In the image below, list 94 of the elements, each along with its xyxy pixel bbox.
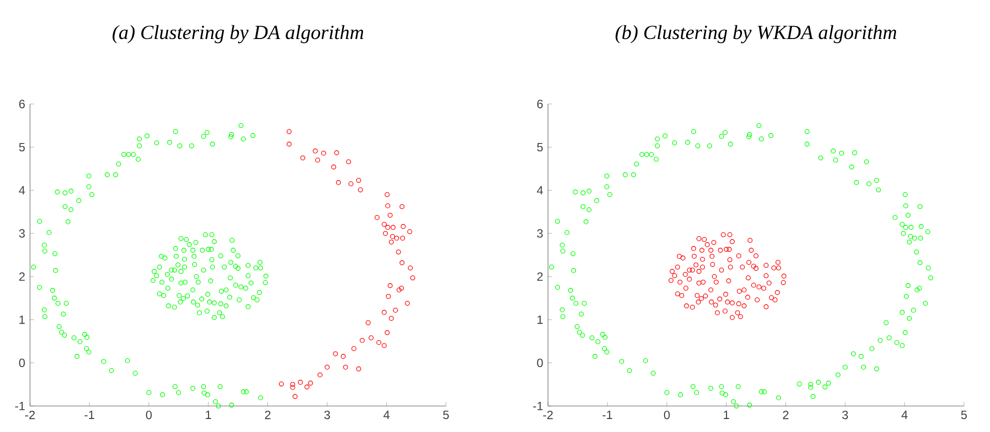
point: [290, 382, 296, 387]
x-tick-label: -1: [602, 410, 612, 419]
point: [343, 364, 348, 370]
point: [408, 265, 413, 270]
x-tick-label: 2: [264, 410, 270, 420]
x-tick-label: 0: [664, 410, 670, 420]
x-tick-label: -2: [543, 410, 553, 420]
point: [382, 310, 387, 315]
point: [292, 394, 298, 399]
point: [321, 150, 326, 156]
point: [312, 148, 318, 154]
point: [385, 203, 390, 208]
y-tick-label: 0: [537, 358, 543, 368]
point: [382, 222, 387, 227]
y-tick-label: 6: [19, 100, 25, 108]
point: [286, 142, 292, 147]
point: [384, 192, 390, 198]
point: [336, 180, 341, 185]
x-tick-label: 4: [384, 410, 390, 419]
y-tick-label: 0: [19, 358, 25, 368]
point: [388, 212, 393, 218]
point: [334, 150, 340, 156]
point: [400, 204, 404, 210]
y-tick-label: 4: [18, 186, 25, 194]
point: [404, 300, 410, 306]
point: [388, 240, 394, 245]
point: [400, 236, 406, 241]
point: [400, 224, 406, 229]
point: [332, 351, 338, 356]
point: [290, 384, 296, 390]
point: [346, 159, 352, 164]
y-tick-label: 1: [20, 316, 25, 324]
point: [376, 340, 382, 346]
x-tick-label: 1: [724, 410, 730, 419]
point: [396, 250, 401, 254]
point: [324, 364, 330, 370]
point: [340, 354, 346, 359]
y-tick-label: -1: [15, 402, 25, 410]
point: [410, 275, 416, 280]
x-tick-label: -1: [84, 410, 94, 419]
x-tick-label: 3: [842, 410, 848, 420]
y-tick-label: 1: [538, 316, 543, 324]
point: [358, 187, 363, 192]
point: [304, 384, 310, 390]
y-tick-label: 3: [537, 229, 543, 238]
point: [351, 346, 356, 352]
y-tick-label: 2: [537, 272, 543, 281]
point: [386, 294, 391, 299]
y-tick-label: 3: [19, 229, 25, 238]
point: [390, 224, 396, 230]
point: [315, 158, 320, 163]
point: [366, 320, 371, 326]
x-tick-label: 5: [961, 410, 967, 420]
point: [388, 283, 393, 288]
y-tick-label: 4: [536, 186, 543, 194]
point: [318, 372, 322, 378]
point: [298, 380, 303, 385]
point: [356, 366, 362, 372]
point: [286, 129, 292, 134]
point: [396, 287, 402, 292]
point: [382, 343, 387, 348]
x-tick-label: -2: [25, 410, 35, 420]
x-tick-label: 2: [782, 410, 788, 420]
x-tick-label: 3: [324, 410, 330, 420]
y-tick-label: 2: [19, 272, 25, 281]
point: [308, 380, 313, 386]
y-tick-label: 5: [19, 142, 25, 152]
point: [390, 234, 395, 239]
point: [407, 229, 412, 234]
point: [368, 335, 374, 340]
x-tick-label: 0: [146, 410, 152, 420]
y-tick-label: 5: [537, 142, 543, 152]
point: [384, 330, 390, 336]
x-tick-label: 4: [901, 410, 908, 419]
y-tick-label: 6: [537, 100, 543, 108]
point: [356, 178, 362, 183]
point: [388, 316, 394, 321]
point: [382, 230, 388, 236]
x-tick-label: 1: [206, 410, 212, 419]
point: [393, 308, 398, 313]
point: [300, 155, 306, 160]
chart-title: (b) Clustering by WKDA algorithm: [616, 25, 896, 44]
point: [360, 338, 365, 343]
y-tick-label: -1: [533, 402, 543, 410]
point: [400, 260, 404, 266]
point: [374, 214, 380, 220]
point: [385, 224, 390, 230]
point: [348, 181, 354, 186]
point: [331, 164, 336, 170]
point: [394, 236, 400, 241]
point: [278, 382, 284, 386]
point: [398, 286, 404, 291]
x-tick-label: 5: [443, 410, 449, 420]
chart-title: (a) Clustering by DA algorithm: [112, 25, 364, 44]
